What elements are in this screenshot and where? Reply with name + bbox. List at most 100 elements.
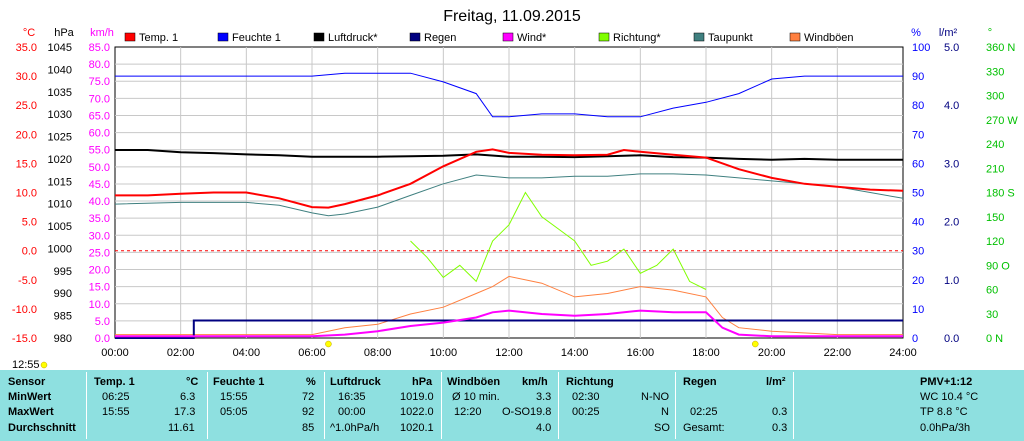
- humidity-min-time: 15:55: [220, 391, 248, 403]
- temp-avg-value: 11.61: [168, 422, 195, 434]
- direction-tick-label: 180 S: [986, 188, 1015, 200]
- rain-unit-label: l/m²: [939, 27, 958, 39]
- series-line-temp-1: [115, 148, 904, 209]
- direction-unit-label: °: [988, 27, 992, 39]
- humidity-tick-label: 10: [912, 304, 924, 316]
- x-tick-label: 02:00: [167, 347, 195, 359]
- legend-entry: Taupunkt: [708, 32, 753, 44]
- wind-tick-label: 75.0: [89, 76, 110, 88]
- rain-total-value: 0.3: [772, 422, 788, 434]
- pressure-unit-label: hPa: [54, 27, 74, 39]
- gust-max-value: 19.8: [530, 406, 552, 418]
- pressure-tick-label: 1020: [48, 154, 72, 166]
- wind-tick-label: 35.0: [89, 213, 110, 225]
- column-divider: [675, 372, 676, 439]
- column-divider: [558, 372, 559, 439]
- row-label-avg: Durchschnitt: [8, 422, 76, 434]
- direction-tick-label: 240: [986, 139, 1004, 151]
- x-tick-label: 12:00: [495, 347, 523, 359]
- direction-tick-label: 330: [986, 66, 1004, 78]
- humidity-max-value: 92: [302, 406, 315, 418]
- pmv-header: PMV+1:12: [920, 376, 973, 388]
- x-tick-label: 08:00: [364, 347, 392, 359]
- series-line-regen: [115, 319, 903, 339]
- direction-tick-label: 120: [986, 236, 1004, 248]
- rain-header: Regen: [683, 376, 717, 388]
- wind-tick-label: 15.0: [89, 282, 110, 294]
- legend-swatch: [217, 32, 229, 42]
- gust-avg10-label: Ø 10 min.: [452, 391, 500, 403]
- wind-tick-label: 0.0: [95, 333, 110, 345]
- series-line-wind: [115, 309, 903, 338]
- current-time-label: 12:55: [12, 359, 40, 370]
- rain-tick-label: 3.0: [944, 158, 959, 170]
- humidity-tick-label: 100: [912, 42, 930, 54]
- direction-max-value: N: [661, 406, 669, 418]
- temp-max-value: 17.3: [174, 406, 196, 418]
- rain-unit: l/m²: [766, 376, 786, 388]
- pressure-avg-value: 1020.1: [400, 422, 434, 434]
- series-line-taupunkt: [114, 173, 904, 217]
- pressure-tick-label: 995: [54, 266, 72, 278]
- temp-tick-label: -5.0: [18, 275, 37, 287]
- series-line-feuchte-1: [115, 72, 903, 118]
- pressure-trend-label: ^1.0hPa/h: [330, 422, 380, 434]
- row-label-max: MaxWert: [8, 406, 54, 418]
- legend-swatch: [502, 32, 514, 42]
- legend-swatch: [124, 32, 136, 42]
- temp-tick-label: -15.0: [12, 333, 37, 345]
- temp-tick-label: 10.0: [16, 188, 37, 200]
- pressure-tick-label: 1035: [48, 87, 72, 99]
- temp-tick-label: 35.0: [16, 42, 37, 54]
- wind-tick-label: 5.0: [95, 316, 110, 328]
- legend-entry: Regen: [424, 32, 456, 44]
- humidity-tick-label: 90: [912, 71, 924, 83]
- pressure-max-value: 1022.0: [400, 406, 434, 418]
- pressure-tick-label: 990: [54, 288, 72, 300]
- legend-entry: Feuchte 1: [232, 32, 281, 44]
- pressure-unit: hPa: [412, 376, 433, 388]
- rain-tick-label: 2.0: [944, 217, 959, 229]
- gust-avg-value: 4.0: [536, 422, 552, 434]
- rain-tick-label: 0.0: [944, 333, 959, 345]
- legend-entry: Richtung*: [613, 32, 661, 44]
- legend-swatch: [598, 32, 610, 42]
- temp-tick-label: 5.0: [22, 217, 37, 229]
- temp-max-time: 15:55: [102, 406, 130, 418]
- wind-tick-label: 10.0: [89, 299, 110, 311]
- wind-tick-label: 55.0: [89, 145, 110, 157]
- humidity-unit: %: [306, 376, 316, 388]
- rain-max-time: 02:25: [690, 406, 718, 418]
- x-tick-label: 20:00: [758, 347, 786, 359]
- temp-min-value: 6.3: [180, 391, 196, 403]
- wind-tick-label: 50.0: [89, 162, 110, 174]
- humidity-avg-value: 85: [302, 422, 315, 434]
- x-tick-label: 14:00: [561, 347, 589, 359]
- x-tick-label: 10:00: [430, 347, 458, 359]
- pressure-tick-label: 1015: [48, 176, 72, 188]
- wind-tick-label: 20.0: [89, 265, 110, 277]
- x-tick-label: 22:00: [824, 347, 852, 359]
- humidity-tick-label: 50: [912, 188, 924, 200]
- pressure-tick-label: 1030: [48, 109, 72, 121]
- direction-tick-label: 0 N: [986, 333, 1003, 345]
- pressure-tick-label: 980: [54, 333, 72, 345]
- legend-entry: Temp. 1: [139, 32, 178, 44]
- wind-tick-label: 70.0: [89, 93, 110, 105]
- series-line-luftdruck: [115, 149, 903, 161]
- pressure-tick-label: 1045: [48, 42, 72, 54]
- direction-min-time: 02:30: [572, 391, 600, 403]
- sunrise-marker-icon: [325, 340, 332, 348]
- gust-unit: km/h: [522, 376, 548, 388]
- direction-avg-value: SO: [654, 422, 670, 434]
- pmv-windchill: WC 10.4 °C: [920, 391, 979, 403]
- wind-tick-label: 65.0: [89, 110, 110, 122]
- humidity-tick-label: 60: [912, 158, 924, 170]
- direction-tick-label: 90 O: [986, 260, 1010, 272]
- pressure-max-time: 00:00: [338, 406, 366, 418]
- pressure-tick-label: 1040: [48, 64, 72, 76]
- direction-tick-label: 30: [986, 309, 998, 321]
- wind-tick-label: 80.0: [89, 59, 110, 71]
- temp-tick-label: 20.0: [16, 129, 37, 141]
- rain-total-label: Gesamt:: [683, 422, 725, 434]
